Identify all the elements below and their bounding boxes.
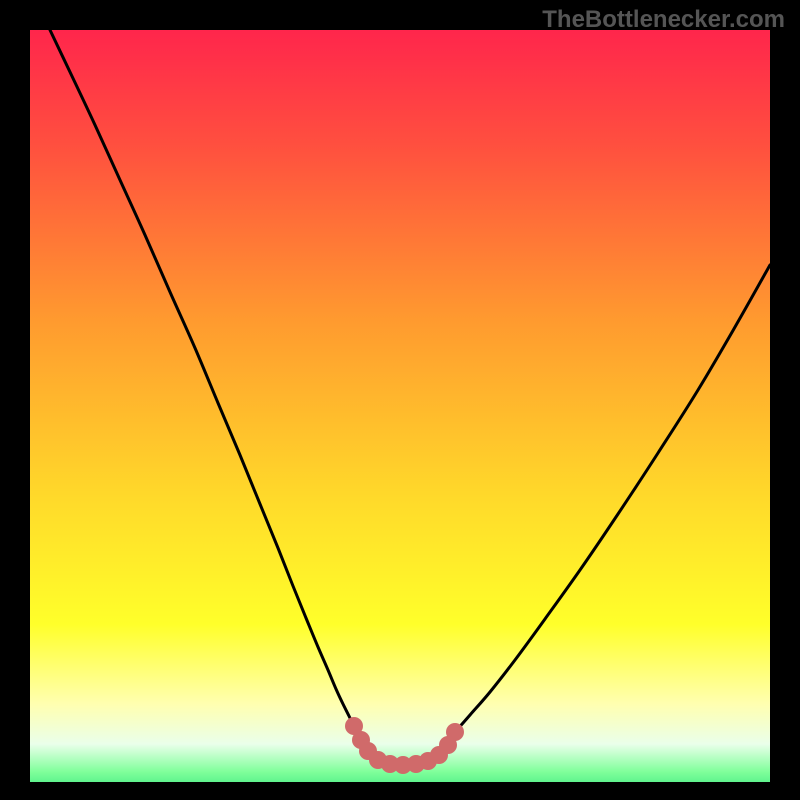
right-branch-curve (455, 265, 770, 732)
watermark-text: TheBottlenecker.com (542, 6, 785, 34)
basin-marker (446, 723, 464, 741)
chart-root: TheBottlenecker.com (0, 0, 800, 800)
basin-marker-group (345, 717, 464, 774)
left-branch-curve (50, 30, 354, 726)
curve-layer (0, 0, 800, 800)
